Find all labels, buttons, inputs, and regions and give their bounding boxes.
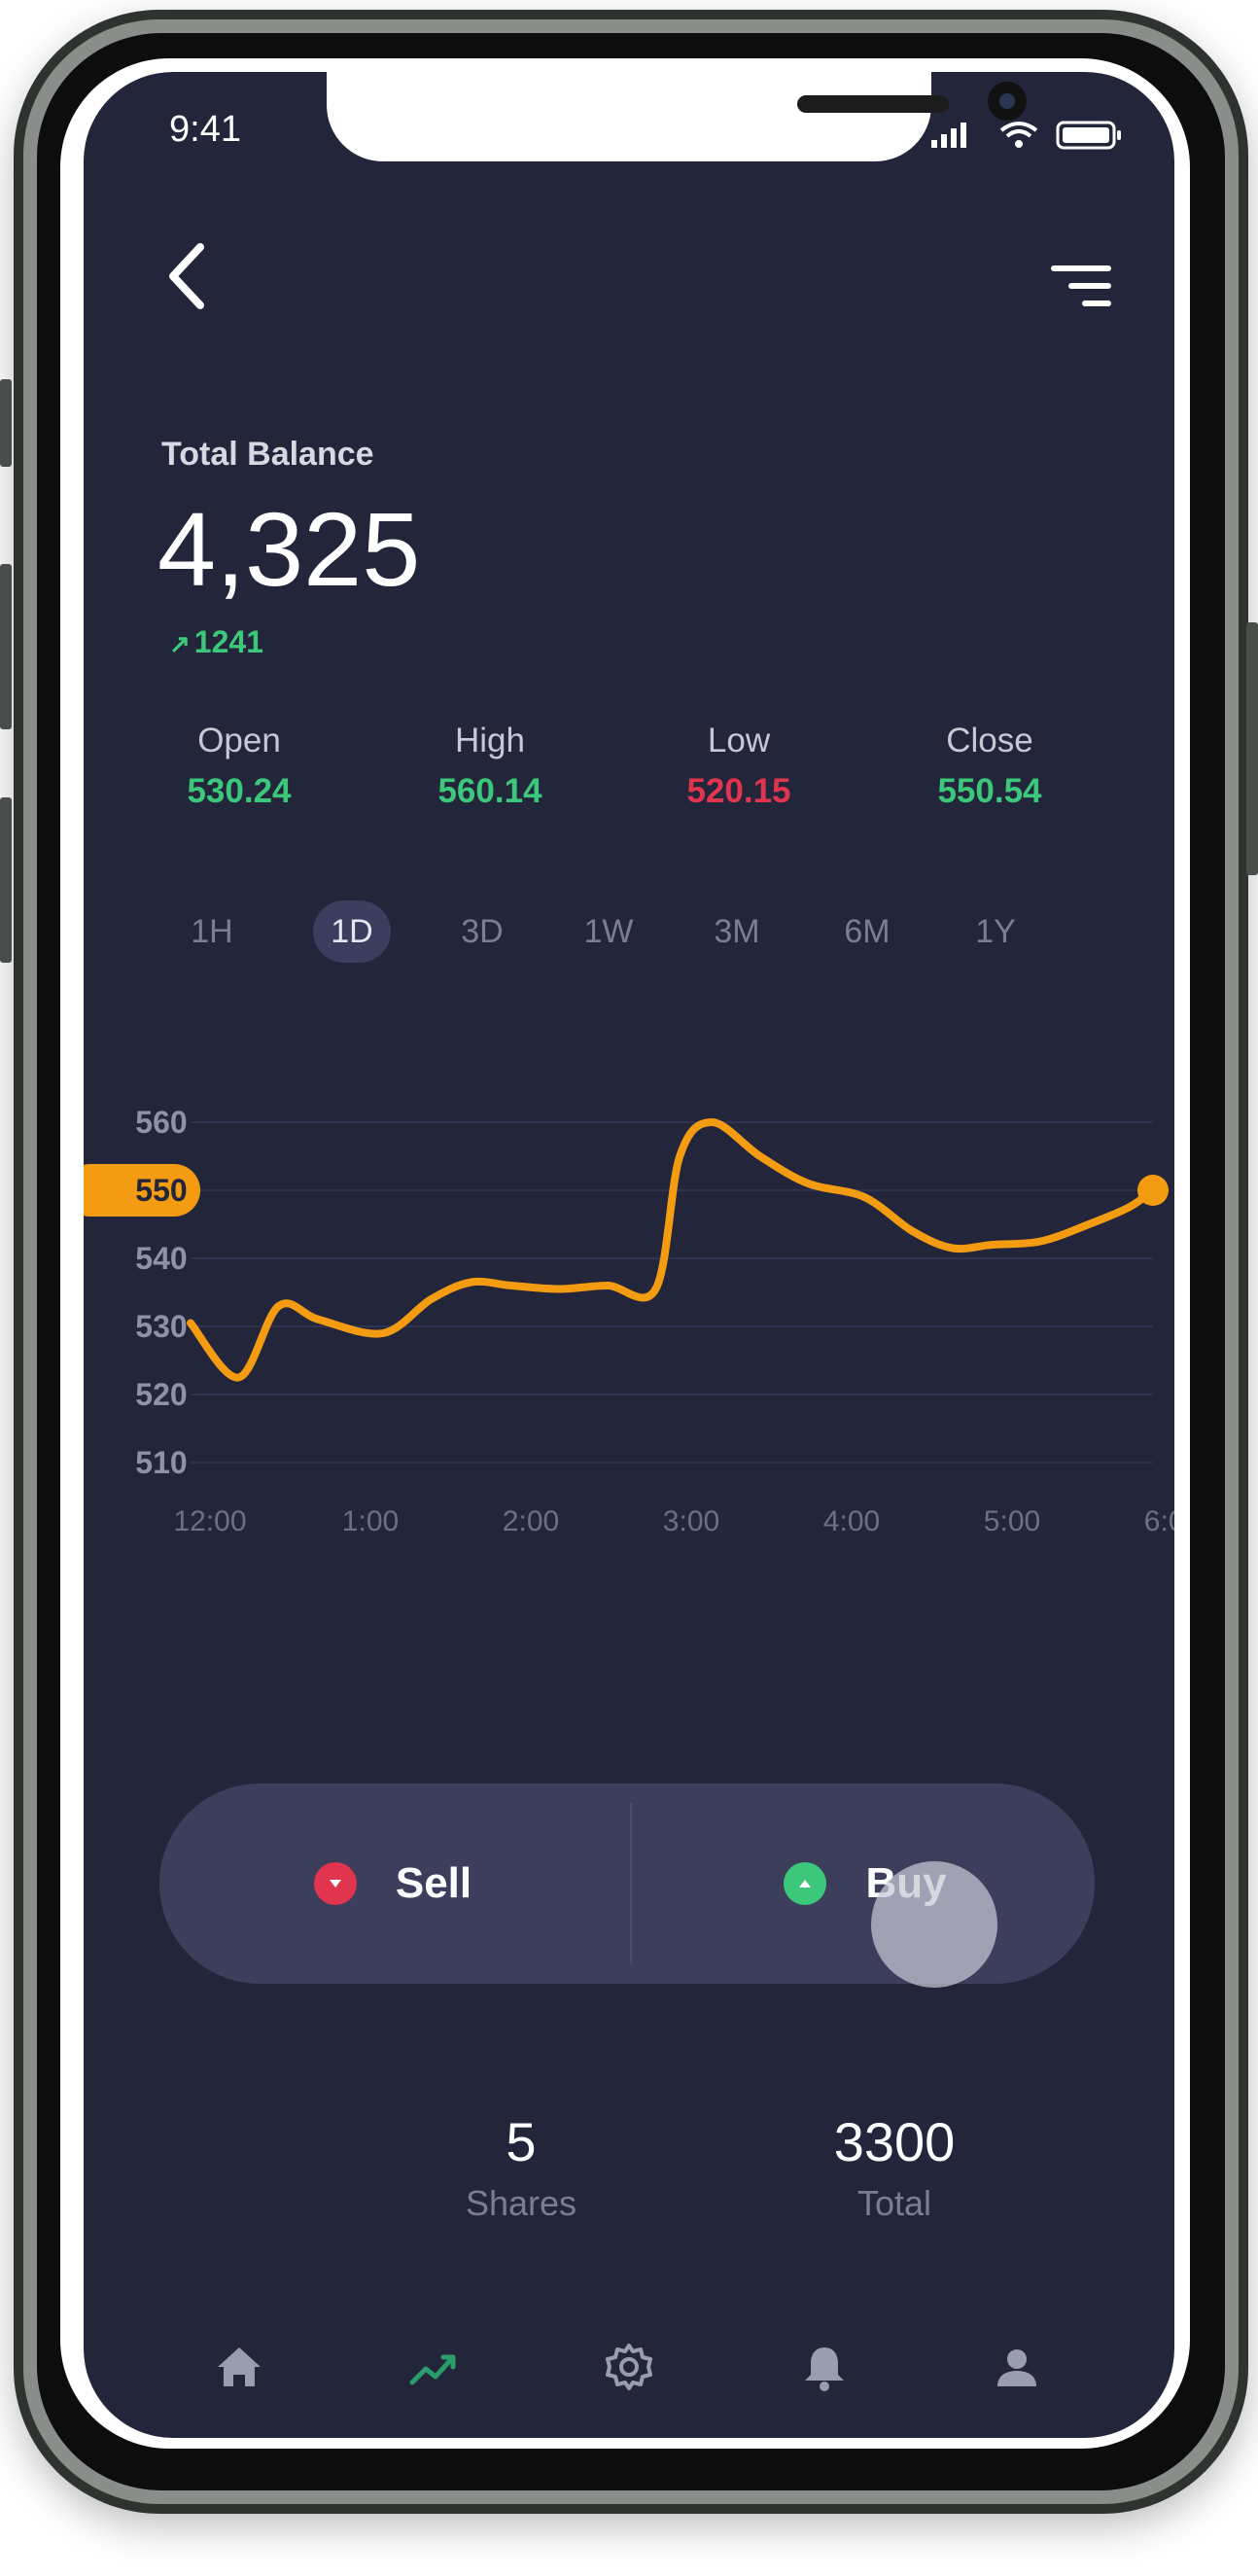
x-tick-label: 12:00: [173, 1505, 246, 1537]
home-icon: [218, 2347, 261, 2386]
settings-icon: [606, 2344, 652, 2390]
ohlc-low: Low 520.15: [632, 722, 846, 811]
buy-button[interactable]: Buy: [632, 1783, 1099, 1984]
filter-menu-button[interactable]: [1048, 257, 1116, 315]
trend-up-arrow-icon: ↗: [169, 629, 191, 658]
current-price-dot: [1137, 1175, 1169, 1206]
speaker-grille: [797, 95, 949, 113]
nav-profile[interactable]: [988, 2338, 1046, 2396]
ohlc-close: Close 550.54: [883, 722, 1097, 811]
total-stat: 3300 Total: [749, 2110, 1040, 2224]
tab-1w[interactable]: 1W: [583, 913, 634, 950]
balance-change: ↗ 1241: [169, 624, 263, 660]
tab-1h[interactable]: 1H: [191, 913, 233, 950]
ohlc-value: 520.15: [686, 772, 791, 810]
y-tick-label: 530: [135, 1309, 187, 1344]
total-label: Total: [856, 2183, 932, 2223]
ohlc-value: 560.14: [437, 772, 542, 810]
total-value: 3300: [833, 2111, 956, 2172]
ohlc-open: Open 530.24: [132, 722, 346, 811]
buy-dot: [784, 1862, 827, 1905]
y-tick-label: 540: [135, 1241, 187, 1276]
ohlc-label: Low: [707, 722, 771, 759]
balance-label: Total Balance: [161, 436, 374, 473]
nav-settings[interactable]: [600, 2338, 658, 2396]
y-tick-label: 520: [135, 1377, 187, 1412]
shares-stat: 5 Shares: [375, 2110, 667, 2224]
x-tick-label: 5:00: [984, 1505, 1040, 1537]
tab-3d[interactable]: 3D: [461, 913, 504, 950]
back-button[interactable]: [152, 237, 229, 315]
caret-up-icon: [799, 1880, 812, 1888]
status-icons: [931, 121, 1121, 150]
tab-1y[interactable]: 1Y: [975, 913, 1016, 950]
sell-button[interactable]: Sell: [159, 1783, 626, 1984]
touch-indicator: [871, 1861, 997, 1988]
sell-label: Sell: [395, 1859, 472, 1907]
nav-home[interactable]: [210, 2338, 268, 2396]
ohlc-value: 530.24: [187, 772, 292, 810]
signal-icon: [931, 123, 966, 148]
wifi-icon: [999, 122, 1038, 148]
user-icon: [997, 2349, 1036, 2386]
app-screen: 9:41 Total Balance 4,325: [84, 72, 1174, 2438]
x-tick-label: 6:00: [1144, 1505, 1174, 1537]
tab-3m[interactable]: 3M: [714, 913, 760, 950]
battery-icon: [1056, 121, 1121, 150]
x-tick-label: 1:00: [342, 1505, 399, 1537]
shares-value: 5: [506, 2111, 537, 2172]
x-tick-label: 4:00: [823, 1505, 880, 1537]
balance-value: 4,325: [157, 490, 421, 608]
nav-notifications[interactable]: [795, 2338, 854, 2396]
phone-volume-down: [0, 797, 12, 963]
ohlc-value: 550.54: [937, 772, 1042, 810]
ohlc-label: Open: [197, 722, 281, 759]
status-time: 9:41: [169, 109, 241, 150]
ohlc-label: High: [455, 722, 525, 759]
phone-power-button: [1246, 622, 1258, 875]
timeframe-tabs: 1H 1D 3D 1W 3M 6M 1Y: [84, 900, 1174, 963]
balance-change-value: 1241: [193, 624, 263, 659]
caret-down-icon: [329, 1880, 341, 1888]
current-price-marker: [84, 1164, 200, 1217]
x-tick-label: 3:00: [663, 1505, 719, 1537]
trending-icon: [409, 2354, 456, 2385]
sell-dot: [313, 1862, 357, 1905]
y-tick-label: 510: [135, 1445, 187, 1480]
ohlc-label: Close: [946, 722, 1033, 759]
tab-6m[interactable]: 6M: [844, 913, 891, 950]
filter-menu-icon: [1051, 265, 1111, 306]
y-tick-label: 560: [135, 1105, 187, 1140]
tab-1d[interactable]: 1D: [313, 900, 391, 963]
nav-trending[interactable]: [404, 2338, 463, 2396]
trade-divider: [630, 1803, 632, 1964]
x-tick-label: 2:00: [503, 1505, 559, 1537]
bell-icon: [805, 2347, 844, 2391]
phone-side-button: [0, 379, 12, 467]
chevron-left-icon: [169, 243, 204, 309]
notch: [327, 72, 1027, 161]
front-camera: [988, 82, 1027, 121]
price-chart[interactable]: 560 550 540 530 520 510 12:00 1:00 2:00 3:00 4:00 5…: [84, 1103, 1174, 1803]
shares-label: Shares: [465, 2183, 577, 2223]
ohlc-high: High 560.14: [383, 722, 597, 811]
phone-volume-up: [0, 564, 12, 729]
price-line: [187, 1118, 1157, 1382]
y-tick-label: 550: [135, 1173, 187, 1208]
